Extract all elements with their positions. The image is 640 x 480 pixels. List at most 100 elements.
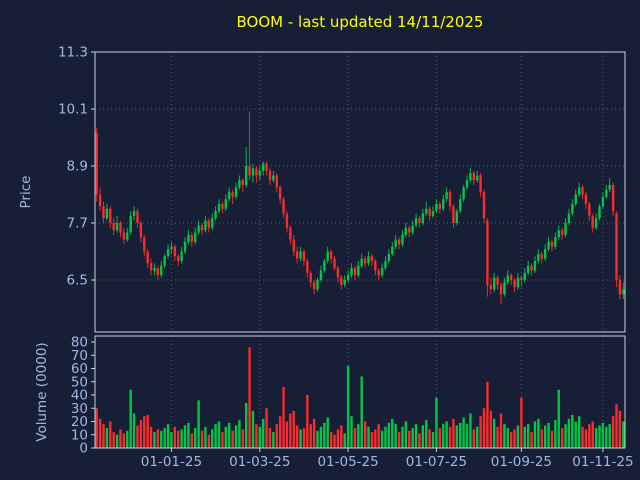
- volume-tick-label: 60: [71, 361, 88, 377]
- volume-bar: [139, 420, 143, 448]
- volume-bar: [183, 425, 187, 448]
- candle-body: [255, 168, 258, 176]
- candle-body: [102, 206, 105, 219]
- candle-body: [272, 175, 275, 181]
- volume-tick-label: 0: [79, 441, 88, 457]
- candle-body: [408, 227, 411, 233]
- candle-body: [367, 256, 370, 264]
- candle-body: [581, 187, 584, 195]
- candle-body: [564, 223, 567, 235]
- candle-body: [533, 261, 537, 271]
- volume-bar: [333, 434, 336, 448]
- volume-bar: [448, 426, 452, 448]
- volume-bar: [340, 425, 343, 448]
- volume-bar: [588, 424, 591, 448]
- candle-body: [343, 280, 346, 285]
- candle-body: [160, 265, 163, 276]
- candle-body: [611, 185, 615, 212]
- candle-body: [285, 213, 289, 228]
- volume-bar: [459, 422, 462, 448]
- volume-bar: [170, 432, 173, 448]
- volume-bar: [367, 426, 370, 448]
- candle-body: [153, 268, 156, 271]
- volume-bar: [353, 428, 357, 448]
- candle-body: [329, 251, 333, 259]
- volume-bars-layer: [95, 347, 625, 448]
- volume-bar: [571, 414, 574, 448]
- volume-bar: [605, 426, 608, 448]
- candle-body: [299, 251, 302, 259]
- volume-plot-frame: [94, 335, 626, 449]
- candle-body: [557, 230, 560, 238]
- candle-body: [350, 268, 353, 276]
- volume-bar: [557, 389, 560, 448]
- candle-body: [115, 223, 119, 231]
- candle-body: [516, 277, 520, 288]
- volume-bar: [380, 430, 384, 448]
- volume-bar: [414, 424, 418, 448]
- candle-body: [401, 234, 404, 245]
- volume-bar: [326, 417, 329, 448]
- x-tick-label: 01-09-25: [491, 454, 552, 470]
- volume-bar: [445, 421, 448, 448]
- candle-body: [380, 268, 384, 276]
- candle-body: [577, 187, 581, 195]
- volume-bar: [513, 429, 516, 448]
- volume-bar: [156, 429, 160, 448]
- candle-body: [601, 196, 605, 207]
- candle-body: [608, 185, 611, 190]
- volume-bar: [482, 408, 486, 448]
- candle-body: [248, 166, 251, 176]
- volume-bar: [119, 429, 122, 448]
- candle-body: [465, 180, 469, 188]
- volume-tick-label: 40: [71, 388, 88, 404]
- candle-body: [112, 223, 115, 231]
- candle-body: [622, 289, 625, 295]
- volume-bar: [306, 395, 309, 448]
- candle-body: [499, 284, 503, 295]
- volume-bar: [584, 429, 588, 448]
- candle-body: [251, 168, 255, 176]
- volume-bar: [343, 433, 346, 448]
- volume-bar: [241, 429, 244, 448]
- candle-body: [547, 242, 550, 250]
- volume-bar: [109, 421, 112, 448]
- volume-bar: [608, 424, 611, 448]
- volume-bar: [275, 424, 278, 448]
- volume-bar: [122, 433, 126, 448]
- volume-bar: [598, 425, 601, 448]
- candle-body: [309, 272, 312, 283]
- volume-bar: [377, 424, 380, 448]
- x-tick-label: 01-07-25: [406, 454, 467, 470]
- candle-body: [289, 227, 292, 240]
- volume-bar: [622, 421, 625, 448]
- x-tick-label: 01-05-25: [317, 454, 378, 470]
- volume-bar: [255, 424, 258, 448]
- candle-body: [302, 251, 306, 261]
- volume-bar: [442, 424, 445, 448]
- volume-bar: [115, 434, 119, 448]
- candle-body: [312, 282, 316, 290]
- candle-body: [333, 258, 336, 269]
- volume-bar: [384, 426, 387, 448]
- volume-bar: [615, 404, 618, 448]
- grid-layer: [95, 52, 625, 448]
- volume-bar: [160, 430, 163, 448]
- volume-bar: [509, 432, 513, 448]
- candle-body: [197, 225, 200, 233]
- price-tick-label: 11.3: [58, 45, 88, 61]
- volume-bar: [465, 424, 469, 448]
- candle-body: [268, 170, 272, 181]
- candle-body: [292, 239, 295, 252]
- candle-body: [278, 187, 282, 200]
- candle-body: [448, 192, 452, 207]
- volume-bar: [146, 414, 149, 448]
- candle-body: [156, 268, 160, 276]
- candle-body: [374, 261, 377, 271]
- candle-body: [391, 246, 394, 254]
- volume-bar: [594, 428, 598, 448]
- candle-body: [275, 175, 278, 188]
- candle-body: [177, 256, 180, 261]
- candle-body: [282, 199, 285, 214]
